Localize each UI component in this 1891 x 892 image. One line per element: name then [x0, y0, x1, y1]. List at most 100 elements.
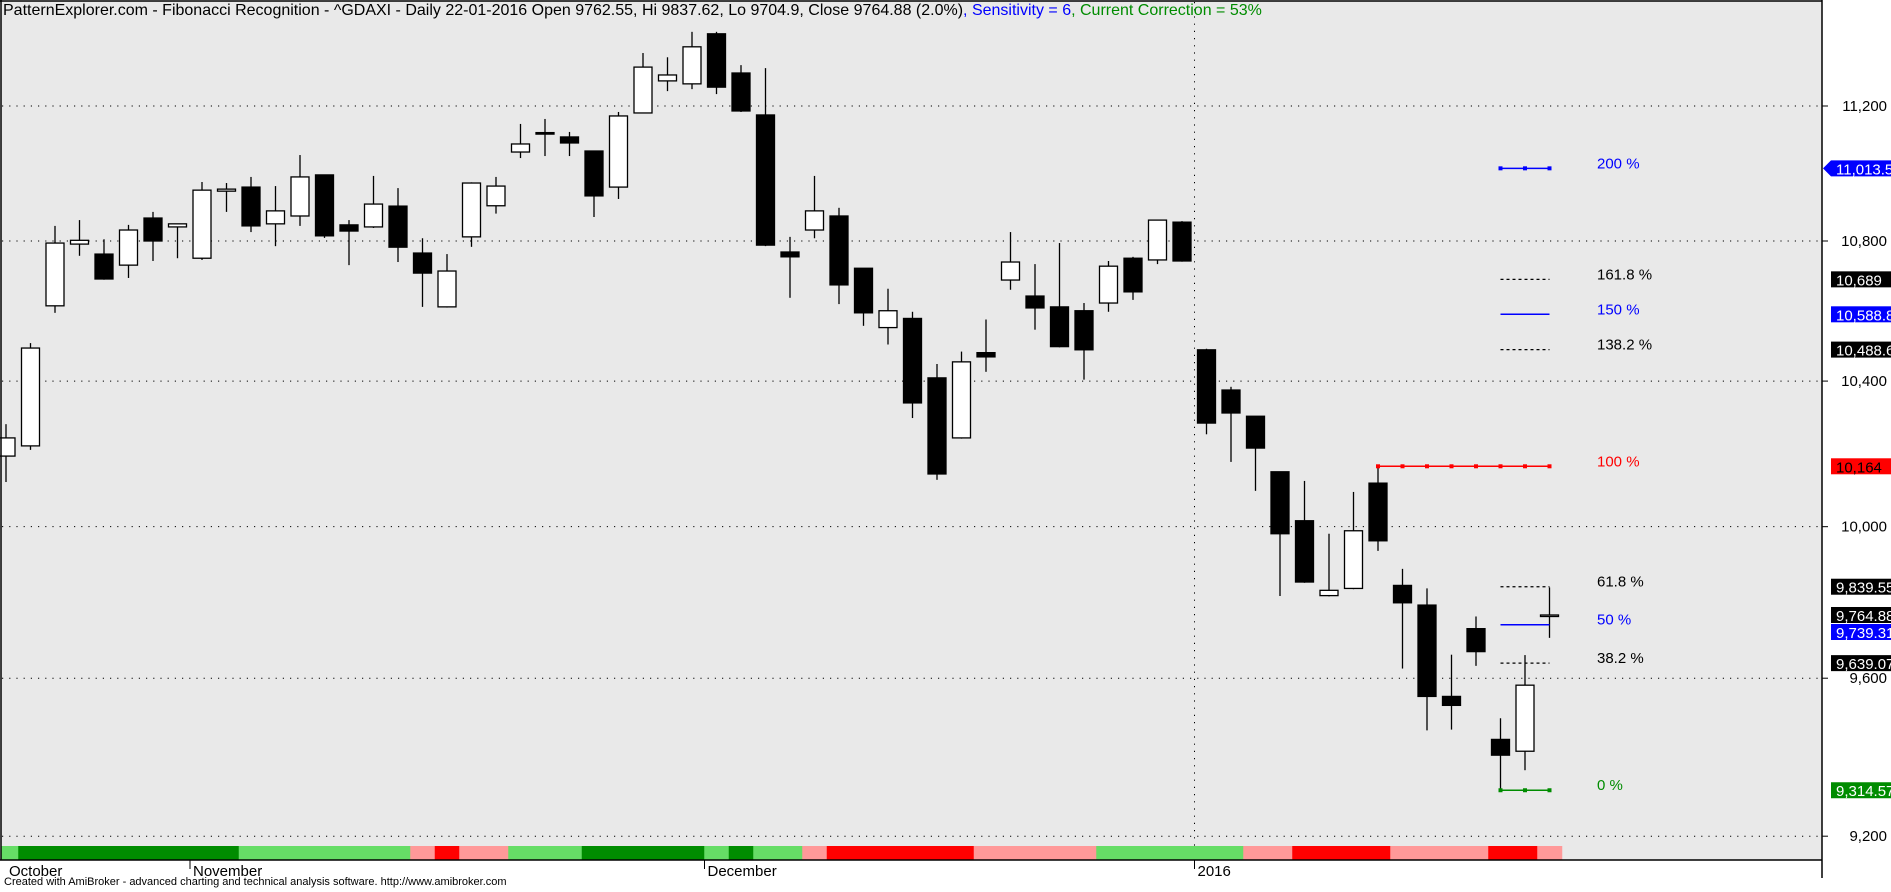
candle-body-down — [241, 186, 261, 227]
y-tick-label: 10,800 — [1841, 233, 1887, 250]
axis-value-box: 10,689 — [1831, 271, 1891, 289]
candle-body-up — [461, 182, 482, 238]
candle-body-up — [486, 185, 506, 207]
candle — [314, 174, 335, 238]
candle — [486, 176, 506, 214]
candle-body-up — [363, 203, 384, 228]
candle — [192, 182, 212, 260]
trend-strip-cell — [679, 846, 705, 860]
candle-body-down — [412, 252, 433, 274]
footer-credit: Created with AmiBroker - advanced charti… — [4, 876, 507, 888]
axis-value-text: 10,488.6 — [1836, 343, 1891, 360]
candle-body-down — [1417, 604, 1437, 698]
candle-body-up — [45, 242, 65, 307]
candle — [339, 220, 359, 266]
candle — [731, 65, 751, 112]
candle — [804, 175, 825, 239]
trend-strip-cell — [998, 846, 1024, 860]
candle-body-down — [339, 224, 359, 232]
candle-body-down — [1270, 471, 1290, 535]
fib-level: 0 % — [1498, 777, 1623, 794]
candle — [976, 319, 996, 372]
candle — [1172, 221, 1192, 262]
candle-body-down — [1196, 349, 1217, 424]
trend-strip-cell — [508, 846, 534, 860]
candle — [608, 111, 629, 199]
fib-marker — [1498, 788, 1503, 793]
axis-value-text: 9,764.88 — [1836, 608, 1891, 625]
candle-body-up — [878, 310, 898, 329]
axis-value-text: 9,639.07 — [1836, 656, 1891, 673]
candle — [1025, 264, 1045, 330]
candle — [1098, 260, 1119, 312]
fib-marker — [1498, 464, 1503, 469]
trend-strip-cell — [238, 846, 264, 860]
candle — [1294, 480, 1315, 583]
candle-body-up — [1147, 219, 1168, 261]
candle — [1147, 219, 1168, 265]
candle — [1417, 588, 1437, 731]
candle — [1368, 466, 1388, 551]
axis-value-box: 10,488.6 — [1831, 341, 1891, 360]
x-axis-label: December — [708, 863, 777, 880]
candle-body-down — [143, 217, 163, 242]
candle — [1490, 718, 1511, 791]
axis-value-box: 9,639.07 — [1831, 655, 1891, 673]
fib-level: 50 % — [1500, 612, 1631, 629]
trend-strip-cell — [385, 846, 411, 860]
candle — [780, 236, 800, 298]
axis-value-text: 9,314.57 — [1836, 783, 1891, 800]
candle — [1392, 568, 1413, 669]
axis-value-text: 10,588.8 — [1836, 307, 1891, 324]
trend-strip-cell — [704, 846, 730, 860]
trend-strip-cell — [189, 846, 215, 860]
candle-body-down — [94, 253, 114, 280]
trend-strip-cell — [851, 846, 877, 860]
candle — [1539, 587, 1560, 638]
fib-marker — [1547, 788, 1552, 793]
trend-strip-cell — [1267, 846, 1293, 860]
candle — [461, 182, 482, 247]
fib-level: 38.2 % — [1500, 650, 1644, 667]
axis-value-text: 9,739.31 — [1836, 625, 1891, 642]
candle-body-down — [1368, 482, 1388, 542]
candle-body-up — [1515, 684, 1535, 752]
candle-body-down — [1172, 221, 1192, 262]
trend-strip-cell — [826, 846, 852, 860]
trend-strip-cell — [42, 846, 68, 860]
candle-body-down — [1025, 295, 1045, 309]
trend-strip-cell — [1341, 846, 1367, 860]
candle-body-down — [829, 215, 849, 286]
fib-level: 100 % — [1376, 453, 1640, 470]
trend-strip-cell — [606, 846, 632, 860]
candle-body-down — [314, 174, 335, 237]
candle — [1049, 243, 1070, 348]
candle-body-down — [755, 114, 776, 246]
candle-body-up — [1343, 530, 1364, 590]
y-axis: 11,200 10,800 10,400 10,000 9,600 9,200 — [1822, 98, 1887, 845]
axis-value-box: 9,314.57 — [1831, 782, 1891, 800]
candle-body-down — [1490, 738, 1511, 756]
candle-body-up — [1098, 265, 1119, 304]
trend-strip-cell — [1512, 846, 1538, 860]
fib-level-label: 0 % — [1597, 777, 1623, 794]
candle — [290, 155, 310, 226]
trend-strip-cell — [214, 846, 240, 860]
candle-body-up — [608, 115, 629, 188]
candle-body-up — [0, 437, 16, 457]
trend-strip-cell — [165, 846, 191, 860]
candle — [1245, 415, 1266, 491]
axis-value-bg — [1831, 655, 1891, 672]
candle-body-up — [437, 270, 457, 308]
candle-body-down — [853, 267, 874, 314]
candle-body-up — [804, 210, 825, 231]
candle-body-up — [265, 210, 286, 225]
fib-level-label: 161.8 % — [1597, 266, 1652, 283]
y-tick-label: 9,600 — [1849, 670, 1887, 687]
trend-strip-cell — [655, 846, 681, 860]
fib-level-label: 100 % — [1597, 453, 1640, 470]
candle-body-up — [657, 74, 678, 82]
trend-strip-cell — [949, 846, 975, 860]
candle — [412, 238, 433, 307]
fib-level-label: 150 % — [1597, 301, 1640, 318]
